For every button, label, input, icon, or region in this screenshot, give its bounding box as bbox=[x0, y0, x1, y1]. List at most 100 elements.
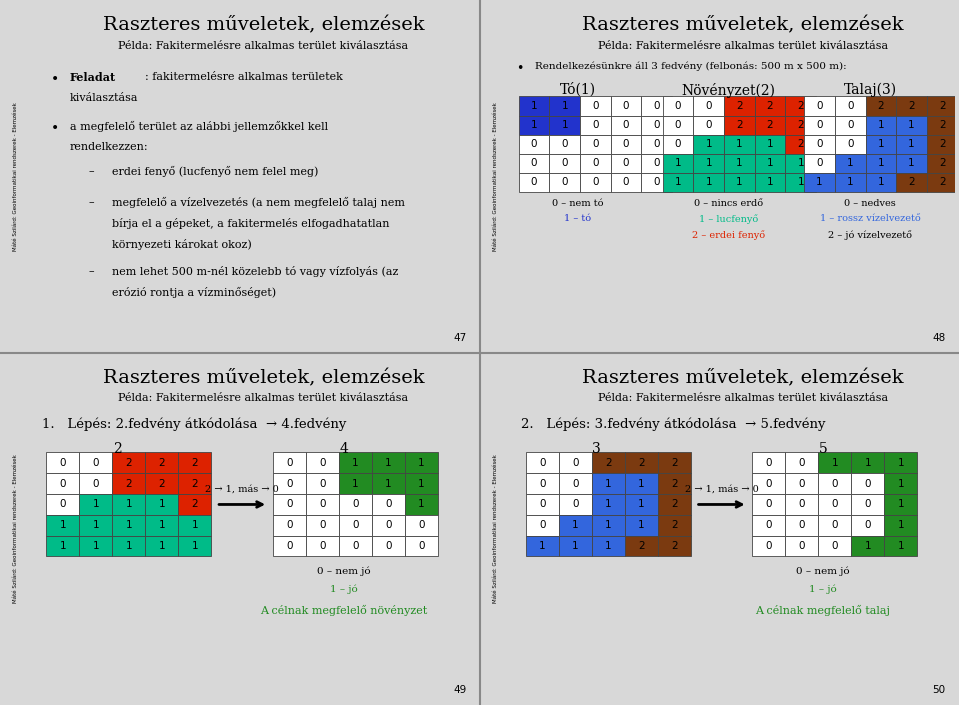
Text: 1: 1 bbox=[539, 541, 546, 551]
Text: A célnak megfelelő talaj: A célnak megfelelő talaj bbox=[756, 605, 891, 616]
Text: 1: 1 bbox=[126, 520, 132, 530]
Bar bbox=[926, 135, 957, 154]
Bar bbox=[785, 173, 816, 192]
Bar bbox=[663, 135, 693, 154]
Text: 0: 0 bbox=[573, 458, 578, 468]
Bar bbox=[625, 494, 658, 515]
Bar bbox=[146, 473, 178, 494]
Text: 1: 1 bbox=[766, 158, 773, 168]
Text: 0: 0 bbox=[831, 479, 838, 489]
Bar bbox=[785, 116, 816, 135]
Bar bbox=[724, 173, 755, 192]
Bar bbox=[805, 173, 835, 192]
Bar bbox=[897, 173, 926, 192]
Bar bbox=[818, 494, 852, 515]
Text: 0: 0 bbox=[286, 520, 292, 530]
Text: 1: 1 bbox=[605, 479, 612, 489]
Bar bbox=[339, 473, 372, 494]
Bar bbox=[611, 135, 642, 154]
Text: 1: 1 bbox=[126, 541, 132, 551]
Text: 0: 0 bbox=[286, 541, 292, 551]
Text: 0: 0 bbox=[816, 101, 823, 111]
Text: bírja el a gépeket, a fakitermelés elfogadhatatlan: bírja el a gépeket, a fakitermelés elfog… bbox=[112, 218, 390, 229]
Text: 2 → 1, más → 0: 2 → 1, más → 0 bbox=[205, 485, 279, 494]
Bar bbox=[835, 135, 866, 154]
Text: 0: 0 bbox=[799, 458, 805, 468]
Text: •: • bbox=[51, 72, 59, 86]
Bar bbox=[339, 536, 372, 556]
Bar bbox=[146, 536, 178, 556]
Text: 0: 0 bbox=[799, 479, 805, 489]
Text: 0: 0 bbox=[765, 499, 772, 510]
Text: 2: 2 bbox=[671, 479, 678, 489]
Text: 50: 50 bbox=[932, 685, 946, 695]
Bar bbox=[755, 97, 785, 116]
Text: erózió rontja a vízminőséget): erózió rontja a vízminőséget) bbox=[112, 287, 276, 298]
Text: környezeti károkat okoz): környezeti károkat okoz) bbox=[112, 239, 252, 250]
Text: 0: 0 bbox=[286, 499, 292, 510]
Text: 0: 0 bbox=[653, 120, 660, 130]
Text: 0: 0 bbox=[622, 158, 629, 168]
Bar bbox=[526, 536, 559, 556]
Bar bbox=[658, 473, 690, 494]
Text: 1: 1 bbox=[418, 479, 425, 489]
Text: 5: 5 bbox=[819, 442, 828, 456]
Text: 0: 0 bbox=[59, 458, 66, 468]
Text: 1: 1 bbox=[736, 139, 742, 149]
Text: 2: 2 bbox=[671, 520, 678, 530]
Text: 1: 1 bbox=[797, 158, 804, 168]
Text: 2: 2 bbox=[766, 120, 773, 130]
Text: 1: 1 bbox=[638, 479, 644, 489]
Bar bbox=[852, 494, 884, 515]
Text: 1 – tó: 1 – tó bbox=[564, 214, 592, 223]
Bar bbox=[866, 97, 896, 116]
Text: 2: 2 bbox=[126, 458, 132, 468]
Bar bbox=[884, 515, 918, 536]
Bar bbox=[559, 473, 592, 494]
Text: 1: 1 bbox=[530, 101, 537, 111]
Bar bbox=[372, 494, 405, 515]
Bar bbox=[693, 116, 724, 135]
Bar bbox=[580, 97, 611, 116]
Text: 0: 0 bbox=[418, 541, 425, 551]
Text: 1: 1 bbox=[158, 499, 165, 510]
Text: 0: 0 bbox=[561, 158, 568, 168]
Text: 2: 2 bbox=[671, 499, 678, 510]
Bar bbox=[178, 473, 211, 494]
Text: 0: 0 bbox=[847, 120, 854, 130]
Bar bbox=[663, 116, 693, 135]
Text: a megfelelő terület az alábbi jellemzőkkel kell: a megfelelő terület az alábbi jellemzőkk… bbox=[70, 121, 328, 132]
Bar bbox=[405, 473, 438, 494]
Text: 0: 0 bbox=[847, 101, 854, 111]
Text: 0: 0 bbox=[418, 520, 425, 530]
Bar bbox=[405, 515, 438, 536]
Bar bbox=[559, 453, 592, 473]
Text: 0: 0 bbox=[653, 178, 660, 188]
Text: 0: 0 bbox=[865, 520, 871, 530]
Text: 0: 0 bbox=[531, 178, 537, 188]
Text: Példa: Fakitermelésre alkalmas terület kiválasztása: Példa: Fakitermelésre alkalmas terület k… bbox=[118, 41, 409, 51]
Bar bbox=[272, 494, 306, 515]
Text: 0: 0 bbox=[531, 158, 537, 168]
Text: 2: 2 bbox=[671, 458, 678, 468]
Text: 0: 0 bbox=[386, 520, 391, 530]
Bar bbox=[611, 173, 642, 192]
Text: 0: 0 bbox=[573, 479, 578, 489]
Bar bbox=[693, 154, 724, 173]
Text: 1: 1 bbox=[908, 158, 915, 168]
Text: 1: 1 bbox=[877, 139, 884, 149]
Bar bbox=[884, 473, 918, 494]
Text: 0: 0 bbox=[622, 120, 629, 130]
Text: 2: 2 bbox=[192, 479, 199, 489]
Bar bbox=[146, 515, 178, 536]
Bar bbox=[835, 97, 866, 116]
Bar bbox=[866, 116, 896, 135]
Text: •: • bbox=[51, 121, 59, 135]
Bar bbox=[272, 536, 306, 556]
Text: 2: 2 bbox=[605, 458, 612, 468]
Text: 0: 0 bbox=[59, 499, 66, 510]
Text: 0: 0 bbox=[386, 499, 391, 510]
Bar bbox=[272, 473, 306, 494]
Bar bbox=[146, 453, 178, 473]
Bar bbox=[146, 494, 178, 515]
